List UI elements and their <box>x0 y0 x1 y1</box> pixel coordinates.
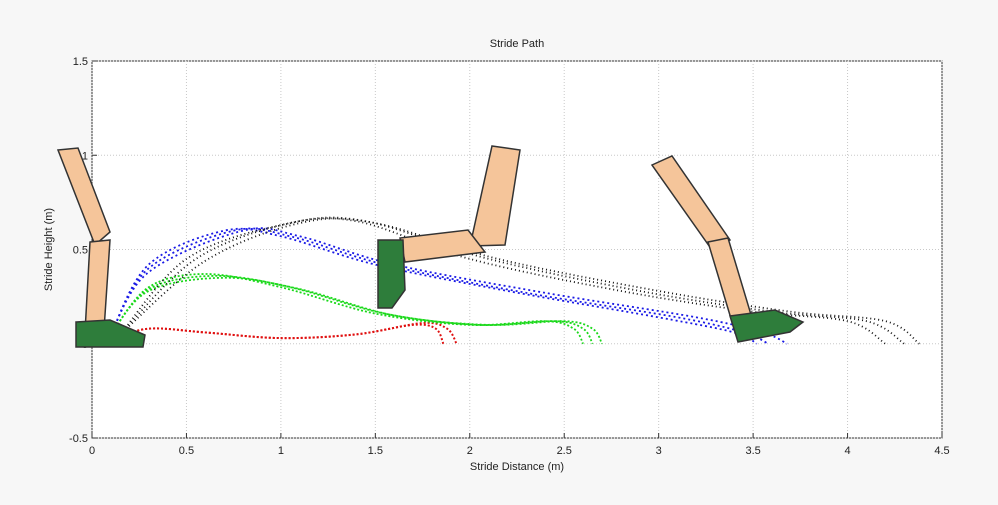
plot-area <box>91 60 943 439</box>
grid-lines <box>91 60 943 439</box>
left-leg-illustration <box>56 147 146 348</box>
y-tick-label: 1.5 <box>73 56 88 68</box>
x-tick-label: 0.5 <box>179 445 194 457</box>
x-tick-label: 2 <box>467 445 473 457</box>
y-axis-title: Stride Height (m) <box>43 208 55 291</box>
series-line-green-2 <box>110 273 584 345</box>
y-tick-label: 0.5 <box>73 245 88 257</box>
y-tick-label: 1 <box>82 150 88 162</box>
series-line-black-9 <box>119 216 905 345</box>
x-tick-label: 4 <box>844 445 850 457</box>
x-tick-label: 3.5 <box>745 445 760 457</box>
series-line-red-1 <box>110 321 458 345</box>
x-axis-title: Stride Distance (m) <box>470 461 564 473</box>
x-tick-label: 0 <box>89 445 95 457</box>
x-tick-label: 2.5 <box>557 445 572 457</box>
y-tick-label: -0.5 <box>69 433 88 445</box>
series-line-green-4 <box>110 276 603 345</box>
x-tick-label: 3 <box>656 445 662 457</box>
series-line-blue-5 <box>110 227 758 345</box>
axis-ticks: 00.511.522.533.544.5-0.500.511.5 <box>69 56 950 457</box>
x-tick-label: 1.5 <box>368 445 383 457</box>
series-line-green-3 <box>110 274 594 345</box>
chart-title: Stride Path <box>490 38 544 50</box>
x-tick-label: 1 <box>278 445 284 457</box>
leg-illustrations <box>56 145 805 348</box>
middle-leg-illustration <box>377 145 521 309</box>
x-tick-label: 4.5 <box>934 445 949 457</box>
right-leg-illustration <box>650 155 805 343</box>
